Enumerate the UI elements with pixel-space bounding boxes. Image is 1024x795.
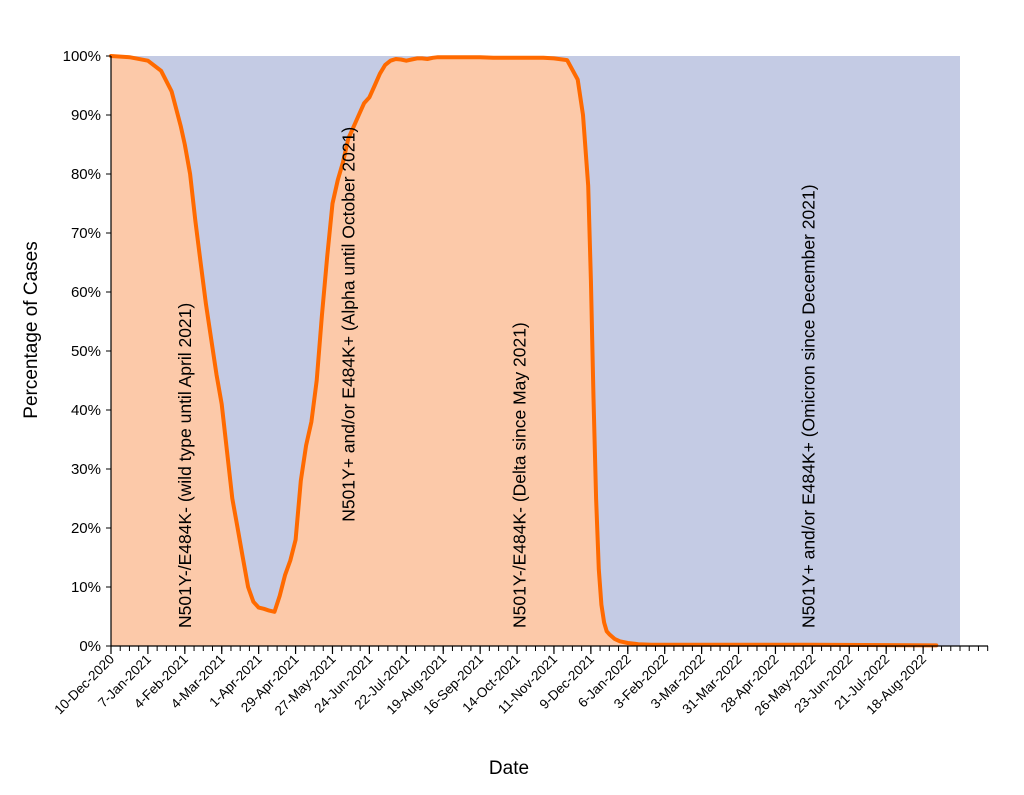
y-tick-label: 20% xyxy=(71,520,101,537)
annotation-label: N501Y+ and/or E484K+ (Omicron since Dece… xyxy=(798,184,818,628)
y-tick-label: 70% xyxy=(71,225,101,242)
annotation-label: N501Y-/E484K- (wild type until April 202… xyxy=(175,303,195,628)
x-axis-title: Date xyxy=(489,758,529,779)
y-axis-title: Percentage of Cases xyxy=(21,241,42,418)
series-layer xyxy=(109,54,939,648)
y-tick-label: 60% xyxy=(71,284,101,301)
y-tick-label: 90% xyxy=(71,107,101,124)
fill-layer xyxy=(111,56,937,646)
y-ticks: 0% 10% 20% 30% 40% 50% 60% 70% 80% 90% 100% xyxy=(63,48,111,655)
y-tick-label: 10% xyxy=(71,579,101,596)
y-tick-label: 80% xyxy=(71,166,101,183)
y-tick-label: 50% xyxy=(71,343,101,360)
y-tick-label: 30% xyxy=(71,461,101,478)
y-tick-label: 0% xyxy=(79,638,101,655)
y-tick-label: 40% xyxy=(71,402,101,419)
series-line xyxy=(109,54,939,648)
fill-below-curve xyxy=(111,56,937,646)
annotation-label: N501Y+ and/or E484K+ (Alpha until Octobe… xyxy=(338,127,358,522)
y-tick-label: 100% xyxy=(63,48,101,65)
annotations: N501Y-/E484K- (wild type until April 202… xyxy=(175,127,819,628)
x-ticks: 10-Dec-20207-Jan-20214-Feb-20214-Mar-202… xyxy=(51,646,989,718)
annotation-label: N501Y-/E484K- (Delta since May 2021) xyxy=(510,322,530,628)
